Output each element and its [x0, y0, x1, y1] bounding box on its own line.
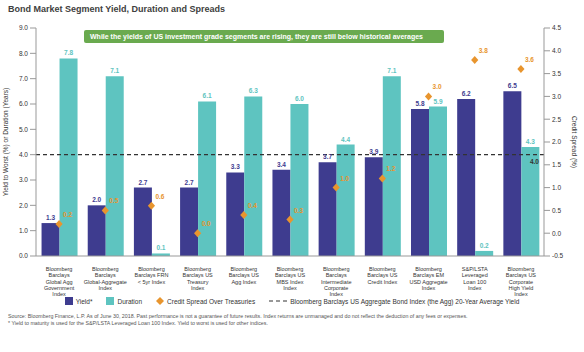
svg-text:4.0: 4.0	[530, 158, 539, 165]
svg-text:6.3: 6.3	[249, 87, 258, 94]
svg-text:7.8: 7.8	[64, 49, 73, 56]
svg-text:3.7: 3.7	[323, 153, 332, 160]
html-text:Bloomberg Barclays US Aggregat: Bloomberg Barclays US Aggregate Bond Ind…	[290, 297, 520, 305]
svg-text:BloombergBarclays USCorporateH: BloombergBarclays USCorporateHigh YieldI…	[506, 266, 537, 296]
svg-text:0.0: 0.0	[552, 230, 561, 237]
svg-text:0.0: 0.0	[19, 252, 28, 259]
svg-text:5.0: 5.0	[19, 126, 28, 133]
svg-text:2.7: 2.7	[138, 179, 147, 186]
svg-text:3.0: 3.0	[552, 93, 561, 100]
svg-text:5.8: 5.8	[415, 100, 424, 107]
svg-text:BloombergBarclays USCredit Ind: BloombergBarclays USCredit Index	[367, 266, 398, 285]
svg-text:-0.5: -0.5	[552, 252, 564, 259]
svg-text:8.0: 8.0	[19, 50, 28, 57]
svg-text:Yield to Worst (%) or Duration: Yield to Worst (%) or Duration (Years)	[8, 88, 10, 197]
svg-text:7.1: 7.1	[387, 67, 396, 74]
svg-text:0.6: 0.6	[155, 193, 164, 200]
svg-text:0.5: 0.5	[109, 197, 118, 204]
svg-text:BloombergBarclaysGlobal-Aggreg: BloombergBarclaysGlobal-AggregateIndex	[84, 266, 127, 291]
svg-text:2.0: 2.0	[552, 138, 561, 145]
svg-text:3.9: 3.9	[369, 148, 378, 155]
svg-text:4.5: 4.5	[552, 24, 561, 31]
svg-text:2.0: 2.0	[92, 196, 101, 203]
svg-text:1.0: 1.0	[340, 175, 349, 182]
html-text:Yield*: Yield*	[75, 297, 93, 305]
svg-text:1.3: 1.3	[46, 214, 55, 221]
html-text:* Yield to maturity is used fo: * Yield to maturity is used for the S&P/…	[8, 320, 268, 326]
svg-text:5.9: 5.9	[433, 98, 442, 105]
html-text:Source: Bloomberg Finance, L.P: Source: Bloomberg Finance, L.P. As of Ju…	[8, 313, 468, 319]
svg-text:BloombergBarclaysGlobal AggGov: BloombergBarclaysGlobal AggGovernmentInd…	[44, 266, 75, 296]
svg-text:7.0: 7.0	[19, 75, 28, 82]
svg-text:1.0: 1.0	[19, 227, 28, 234]
svg-text:0.5: 0.5	[552, 207, 561, 214]
html-text:Bond Market Segment Yield, Dur: Bond Market Segment Yield, Duration and …	[8, 4, 225, 14]
svg-text:0.1: 0.1	[156, 244, 165, 251]
svg-text:0.0: 0.0	[202, 220, 211, 227]
svg-text:6.1: 6.1	[203, 92, 212, 99]
svg-text:6.0: 6.0	[19, 100, 28, 107]
svg-text:2.5: 2.5	[552, 116, 561, 123]
svg-text:6.2: 6.2	[462, 90, 471, 97]
svg-text:0.2: 0.2	[480, 242, 489, 249]
svg-text:0.4: 0.4	[248, 202, 257, 209]
svg-text:3.4: 3.4	[277, 161, 286, 168]
svg-text:BloombergBarclays FRN< 5yr Ind: BloombergBarclays FRN< 5yr Index	[134, 266, 168, 285]
svg-text:3.5: 3.5	[552, 70, 561, 77]
svg-text:1.2: 1.2	[386, 165, 395, 172]
svg-text:3.6: 3.6	[525, 56, 534, 63]
svg-text:1.0: 1.0	[552, 184, 561, 191]
html-text:While the yields of US investm: While the yields of US investment grade …	[90, 33, 423, 40]
svg-text:4.3: 4.3	[526, 138, 535, 145]
svg-text:3.8: 3.8	[479, 47, 488, 54]
svg-text:3.0: 3.0	[433, 83, 442, 90]
svg-text:BloombergBarclays USMBS IndexI: BloombergBarclays USMBS IndexIndex	[275, 266, 306, 291]
svg-text:3.3: 3.3	[231, 163, 240, 170]
svg-text:6.0: 6.0	[295, 95, 304, 102]
svg-text:2.7: 2.7	[185, 179, 194, 186]
svg-text:BloombergBarclays EMUSD Aggreg: BloombergBarclays EMUSD AggregateIndex	[409, 266, 447, 291]
svg-text:BloombergBarclays USAgg Index: BloombergBarclays USAgg Index	[229, 266, 260, 285]
svg-text:BloombergBarclaysIntermediateC: BloombergBarclaysIntermediateCorporateIn…	[321, 266, 352, 296]
svg-text:Credit Spread (%): Credit Spread (%)	[570, 116, 576, 168]
html-text:Credit Spread Over Treasuries: Credit Spread Over Treasuries	[167, 297, 256, 305]
svg-text:7.1: 7.1	[110, 67, 119, 74]
svg-text:1.5: 1.5	[552, 161, 561, 168]
svg-text:3.0: 3.0	[19, 176, 28, 183]
svg-text:4.4: 4.4	[341, 136, 350, 143]
svg-text:6.5: 6.5	[508, 82, 517, 89]
svg-text:S&P/LSTALeveragedLoan 100Index: S&P/LSTALeveragedLoan 100Index	[462, 266, 488, 291]
svg-text:0.3: 0.3	[294, 207, 303, 214]
svg-text:4.0: 4.0	[19, 151, 28, 158]
svg-text:2.0: 2.0	[19, 202, 28, 209]
html-text:Duration: Duration	[117, 297, 142, 305]
svg-text:0.2: 0.2	[63, 211, 72, 218]
svg-text:BloombergBarclays USTreasuryIn: BloombergBarclays USTreasuryIndex	[183, 266, 214, 291]
svg-text:4.0: 4.0	[552, 47, 561, 54]
svg-text:9.0: 9.0	[19, 24, 28, 31]
